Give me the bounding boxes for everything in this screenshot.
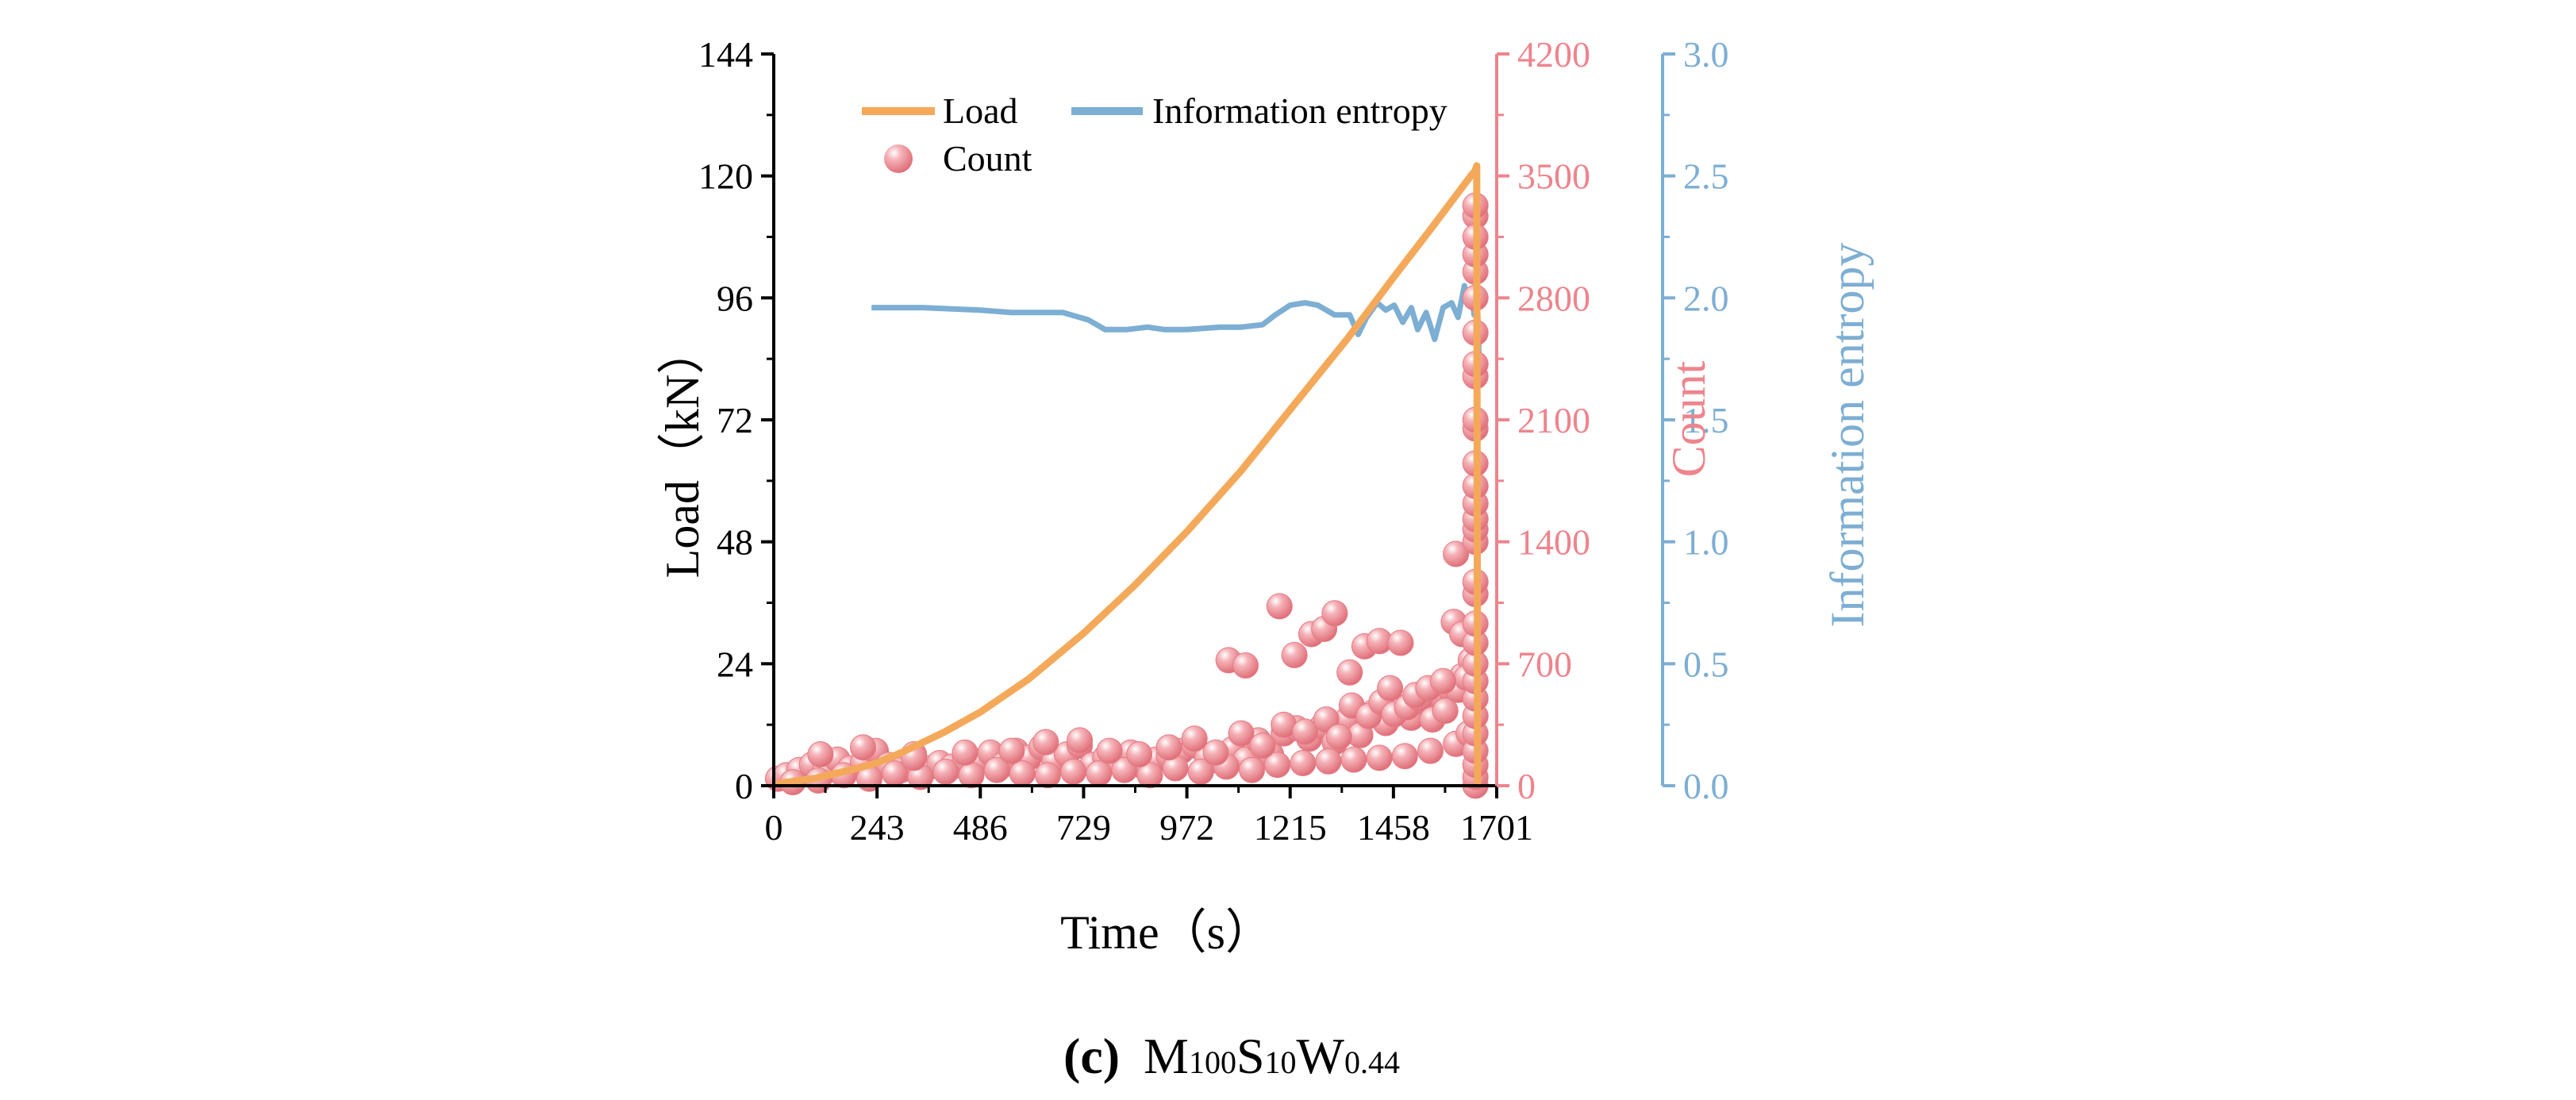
load-axis-label: Load（kN）: [656, 327, 709, 579]
count-axis-label: Count: [1663, 360, 1715, 477]
count-tick-label: 1400: [1517, 522, 1590, 563]
count-point: [1292, 718, 1318, 745]
time-tick-label: 0: [765, 807, 783, 848]
count-point: [1340, 746, 1367, 773]
caption-m: M: [1144, 1028, 1189, 1084]
time-tick-label: 972: [1159, 807, 1214, 848]
count-tick-label: 700: [1517, 644, 1572, 684]
count-point: [932, 758, 959, 785]
count-point: [1387, 629, 1414, 656]
count-point: [1239, 756, 1265, 783]
count-point: [1155, 734, 1182, 761]
count-tick-label: 0: [1517, 766, 1536, 806]
count-point: [1096, 737, 1123, 764]
legend-load-label: Load: [943, 90, 1018, 131]
count-point: [1086, 760, 1113, 787]
caption-s: S: [1236, 1028, 1265, 1084]
entropy-tick-label: 1.0: [1683, 522, 1729, 563]
caption-w: W: [1297, 1028, 1345, 1084]
count-series-layer: [764, 192, 1489, 799]
count-point: [1377, 675, 1404, 702]
count-point: [1336, 659, 1363, 686]
entropy-tick-label: 3.0: [1683, 34, 1729, 75]
time-tick-label: 243: [850, 807, 905, 848]
count-point: [1325, 724, 1352, 750]
entropy-tick-label: 0.5: [1683, 644, 1729, 684]
legend: Load Information entropy Count: [862, 90, 1448, 179]
load-tick-label: 24: [717, 644, 753, 684]
entropy-tick-label: 2.0: [1683, 278, 1729, 318]
count-point: [1202, 739, 1229, 766]
load-line: [773, 162, 1482, 788]
count-point: [1443, 540, 1470, 567]
count-point: [998, 737, 1025, 764]
caption-s-sub: 10: [1265, 1044, 1297, 1080]
entropy-axis-label: Information entropy: [1821, 243, 1874, 628]
count-point: [1432, 698, 1459, 725]
svg-text:(c) M100S10W0.44: (c) M100S10W0.44: [1063, 1028, 1400, 1084]
time-tick-label: 1701: [1460, 807, 1533, 848]
count-point: [1417, 737, 1444, 764]
count-point: [1266, 593, 1293, 620]
axes-layer: 0 24 48 72 96 120 144 0 243 486 729 972 1215 1458 1701…: [698, 34, 1729, 848]
count-point: [1126, 741, 1153, 767]
count-point: [850, 734, 876, 761]
count-tick-label: 2100: [1517, 400, 1590, 440]
legend-count-marker: [884, 144, 913, 173]
caption-m-sub: 100: [1189, 1044, 1236, 1080]
figure-caption: (c) M100S10W0.44: [1063, 1028, 1400, 1084]
caption-panel: (c): [1063, 1028, 1120, 1084]
load-tick-label: 0: [735, 766, 753, 806]
count-point: [983, 756, 1010, 783]
time-tick-label: 729: [1056, 807, 1111, 848]
count-point: [1391, 743, 1418, 770]
count-tick-label: 4200: [1517, 34, 1590, 75]
count-point: [952, 739, 978, 766]
entropy-tick-label: 1.5: [1683, 400, 1729, 440]
count-point: [1032, 729, 1059, 756]
count-tick-label: 3500: [1517, 156, 1590, 197]
count-point: [1060, 758, 1087, 785]
count-point: [1366, 744, 1393, 771]
caption-w-sub: 0.44: [1344, 1044, 1400, 1080]
load-series-layer: [773, 162, 1482, 788]
entropy-tick-label: 0.0: [1683, 766, 1729, 806]
count-point: [1281, 641, 1308, 668]
count-point: [1181, 725, 1208, 752]
load-tick-label: 72: [717, 400, 753, 440]
count-tick-label: 2800: [1517, 278, 1590, 318]
time-tick-label: 1215: [1254, 807, 1327, 848]
time-tick-label: 486: [953, 807, 1008, 848]
legend-count-label: Count: [943, 138, 1032, 179]
load-tick-label: 96: [717, 278, 753, 318]
x-axis-label: Time（s）: [1060, 906, 1273, 959]
count-point: [1249, 733, 1276, 759]
load-tick-label: 120: [698, 156, 753, 197]
count-point: [1228, 720, 1255, 747]
count-point: [1290, 750, 1317, 776]
count-point: [1136, 762, 1163, 789]
count-point: [1315, 748, 1342, 775]
count-point: [1009, 760, 1036, 787]
time-tick-label: 1458: [1357, 807, 1430, 848]
count-point: [1321, 600, 1348, 627]
count-point: [1430, 667, 1456, 694]
load-tick-label: 48: [717, 522, 753, 563]
count-point: [1232, 652, 1259, 679]
load-tick-label: 144: [698, 34, 753, 75]
entropy-series-layer: [871, 283, 1482, 367]
entropy-line: [871, 283, 1482, 367]
count-point: [1067, 727, 1094, 754]
entropy-tick-label: 2.5: [1683, 156, 1729, 197]
count-point: [1034, 762, 1061, 789]
count-point: [807, 741, 834, 767]
legend-entropy-label: Information entropy: [1152, 90, 1448, 131]
